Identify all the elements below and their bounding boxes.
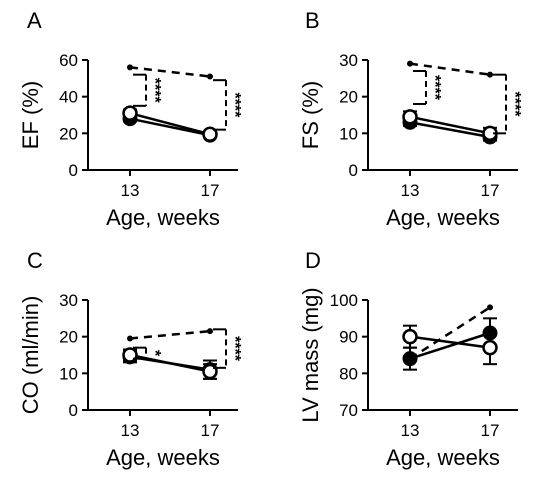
data-point bbox=[207, 328, 213, 335]
data-point bbox=[127, 64, 133, 71]
x-tick-label: 17 bbox=[481, 421, 500, 440]
y-tick-label: 100 bbox=[330, 291, 358, 310]
series-filled-circle bbox=[402, 317, 498, 371]
x-tick-label: 13 bbox=[121, 421, 140, 440]
series-dashed-small-dot bbox=[407, 60, 493, 78]
y-tick-label: 30 bbox=[339, 51, 358, 70]
y-tick-label: 90 bbox=[339, 328, 358, 347]
y-tick-label: 20 bbox=[59, 328, 78, 347]
significance-label: **** bbox=[226, 92, 243, 118]
panel-a: A 0 20 40 60 13 17 Age, weeks EF (%) **** **** bbox=[18, 8, 243, 230]
y-tick-label: 20 bbox=[59, 124, 78, 143]
data-point bbox=[487, 71, 493, 78]
x-axis-title: Age, weeks bbox=[106, 205, 220, 230]
y-tick-label: 30 bbox=[59, 291, 78, 310]
y-tick-label: 40 bbox=[59, 88, 78, 107]
x-axis-title: Age, weeks bbox=[386, 205, 500, 230]
series-line bbox=[409, 121, 491, 139]
y-axis-title: CO (ml/min) bbox=[18, 296, 43, 415]
y-tick-label: 0 bbox=[69, 161, 78, 180]
series-open-circle bbox=[122, 105, 218, 142]
data-point bbox=[402, 109, 418, 125]
significance-bracket: **** bbox=[493, 73, 523, 135]
data-point bbox=[402, 351, 418, 367]
data-point bbox=[202, 126, 218, 142]
x-tick-label: 13 bbox=[401, 421, 420, 440]
series-filled-circle bbox=[402, 114, 498, 145]
panel-letter: B bbox=[305, 8, 320, 33]
panel-b: B 0 10 20 30 13 17 Age, weeks FS (%) **** **** bbox=[298, 8, 523, 230]
data-point bbox=[482, 339, 498, 356]
x-tick-label: 13 bbox=[121, 181, 140, 200]
series-line bbox=[409, 335, 491, 349]
data-point bbox=[127, 335, 133, 342]
series-dashed-small-dot bbox=[127, 328, 213, 342]
panel-letter: A bbox=[27, 8, 42, 33]
significance-label: * bbox=[146, 350, 163, 357]
data-point bbox=[402, 328, 418, 345]
panel-letter: C bbox=[27, 248, 43, 273]
y-axis-title: FS (%) bbox=[298, 81, 323, 149]
y-tick-label: 70 bbox=[339, 401, 358, 420]
y-tick-label: 0 bbox=[69, 401, 78, 420]
y-axis-title: LV mass (mg) bbox=[298, 287, 323, 422]
y-tick-label: 60 bbox=[59, 51, 78, 70]
significance-bracket: **** bbox=[213, 79, 243, 131]
series-open-circle bbox=[402, 109, 498, 142]
significance-bracket: **** bbox=[413, 70, 443, 105]
y-tick-label: 10 bbox=[59, 364, 78, 383]
panel-d: D 70 80 90 100 13 17 Age, weeks LV mass (mg) bbox=[298, 248, 518, 470]
panel-letter: D bbox=[305, 248, 321, 273]
x-axis-title: Age, weeks bbox=[106, 445, 220, 470]
series-line bbox=[409, 115, 491, 135]
y-axis-title: EF (%) bbox=[18, 81, 43, 149]
significance-label: **** bbox=[426, 75, 443, 101]
data-point bbox=[207, 73, 213, 80]
series-line bbox=[409, 331, 491, 360]
series-line bbox=[409, 306, 491, 360]
x-tick-label: 17 bbox=[201, 421, 220, 440]
series-line bbox=[129, 117, 211, 137]
y-tick-label: 10 bbox=[339, 124, 358, 143]
y-tick-label: 80 bbox=[339, 364, 358, 383]
x-axis-title: Age, weeks bbox=[386, 445, 500, 470]
x-tick-label: 17 bbox=[201, 181, 220, 200]
series-line bbox=[129, 111, 211, 136]
series-open-circle bbox=[122, 347, 218, 380]
data-point bbox=[122, 105, 138, 121]
significance-label: **** bbox=[226, 336, 243, 362]
x-tick-label: 13 bbox=[401, 181, 420, 200]
series-line bbox=[129, 353, 211, 373]
significance-bracket: * bbox=[133, 346, 163, 360]
series-dashed-small-dot bbox=[127, 64, 213, 80]
data-point bbox=[407, 60, 413, 67]
y-tick-label: 20 bbox=[339, 88, 358, 107]
series-dashed-small-dot bbox=[407, 304, 493, 362]
significance-bracket: **** bbox=[213, 328, 243, 369]
series-line bbox=[409, 62, 491, 76]
series-open-circle bbox=[402, 324, 498, 366]
significance-label: **** bbox=[506, 92, 523, 118]
x-tick-label: 17 bbox=[481, 181, 500, 200]
significance-label: **** bbox=[146, 78, 163, 104]
significance-bracket: **** bbox=[133, 73, 163, 107]
series-line bbox=[129, 329, 211, 340]
data-point bbox=[487, 304, 493, 311]
y-tick-label: 0 bbox=[349, 161, 358, 180]
